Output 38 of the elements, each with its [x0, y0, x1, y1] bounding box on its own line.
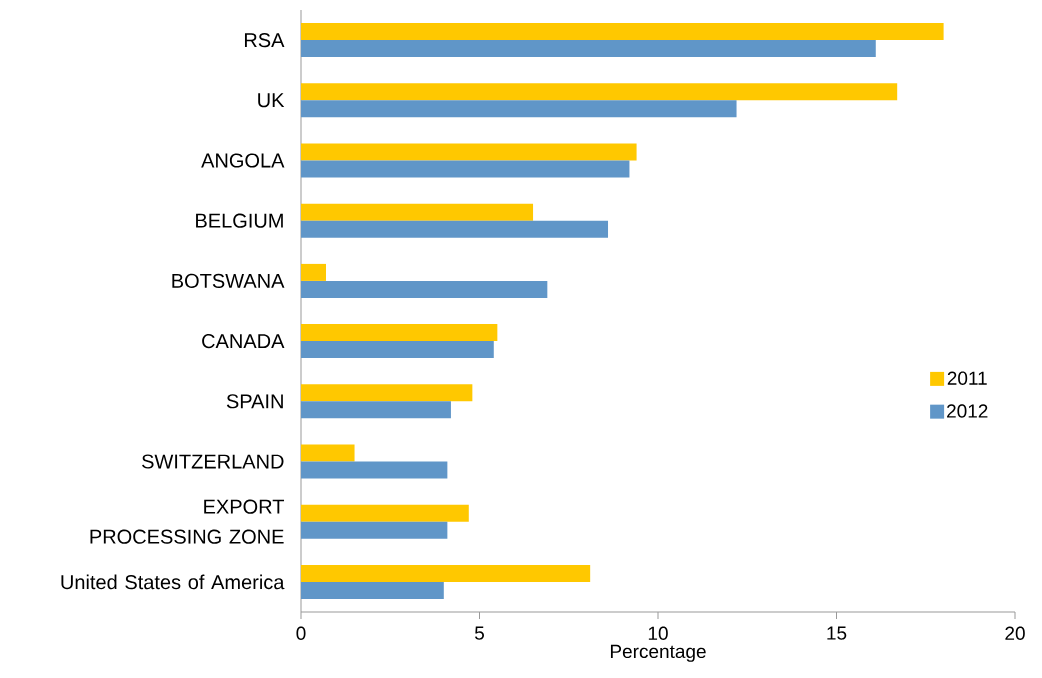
bar [301, 83, 898, 101]
bar [301, 220, 609, 238]
x-tick-label: 15 [827, 626, 847, 640]
legend-label: 2012 [947, 404, 988, 418]
x-tick-label: 20 [1005, 626, 1025, 640]
y-tick-label: CANADA [202, 334, 285, 349]
bar [301, 581, 444, 599]
bar [301, 401, 451, 419]
bar [301, 203, 534, 221]
bar [301, 143, 637, 161]
y-tick-label: RSA [244, 33, 285, 48]
y-tick-label: SWITZERLAND [142, 454, 284, 469]
y-tick-label: ANGOLA [201, 153, 285, 168]
y-tick-label: SPAIN [226, 394, 283, 409]
bar [301, 341, 494, 359]
bar [301, 263, 326, 281]
bar [301, 564, 591, 582]
x-tick-label: 5 [474, 626, 484, 640]
y-tick-label: UK [258, 93, 285, 108]
y-tick-label: BOTSWANA [172, 273, 285, 288]
bar [301, 324, 498, 342]
bar [301, 160, 630, 178]
legend-label: 2011 [947, 371, 987, 385]
y-tick-label: EXPORT PROCESSING ZONE [90, 499, 285, 544]
x-tick-label: 10 [648, 626, 668, 640]
bar [301, 280, 548, 298]
bar [301, 444, 355, 462]
bar [301, 461, 448, 479]
x-axis-title: Percentage [610, 644, 706, 662]
bar [301, 384, 473, 402]
y-tick-label: United States of America [61, 574, 285, 590]
bar [301, 100, 737, 118]
bar [301, 23, 944, 41]
bar [301, 504, 469, 522]
bar [301, 521, 448, 539]
bar [301, 40, 876, 58]
y-tick-label: BELGIUM [196, 213, 283, 228]
x-tick-label: 0 [296, 626, 306, 640]
